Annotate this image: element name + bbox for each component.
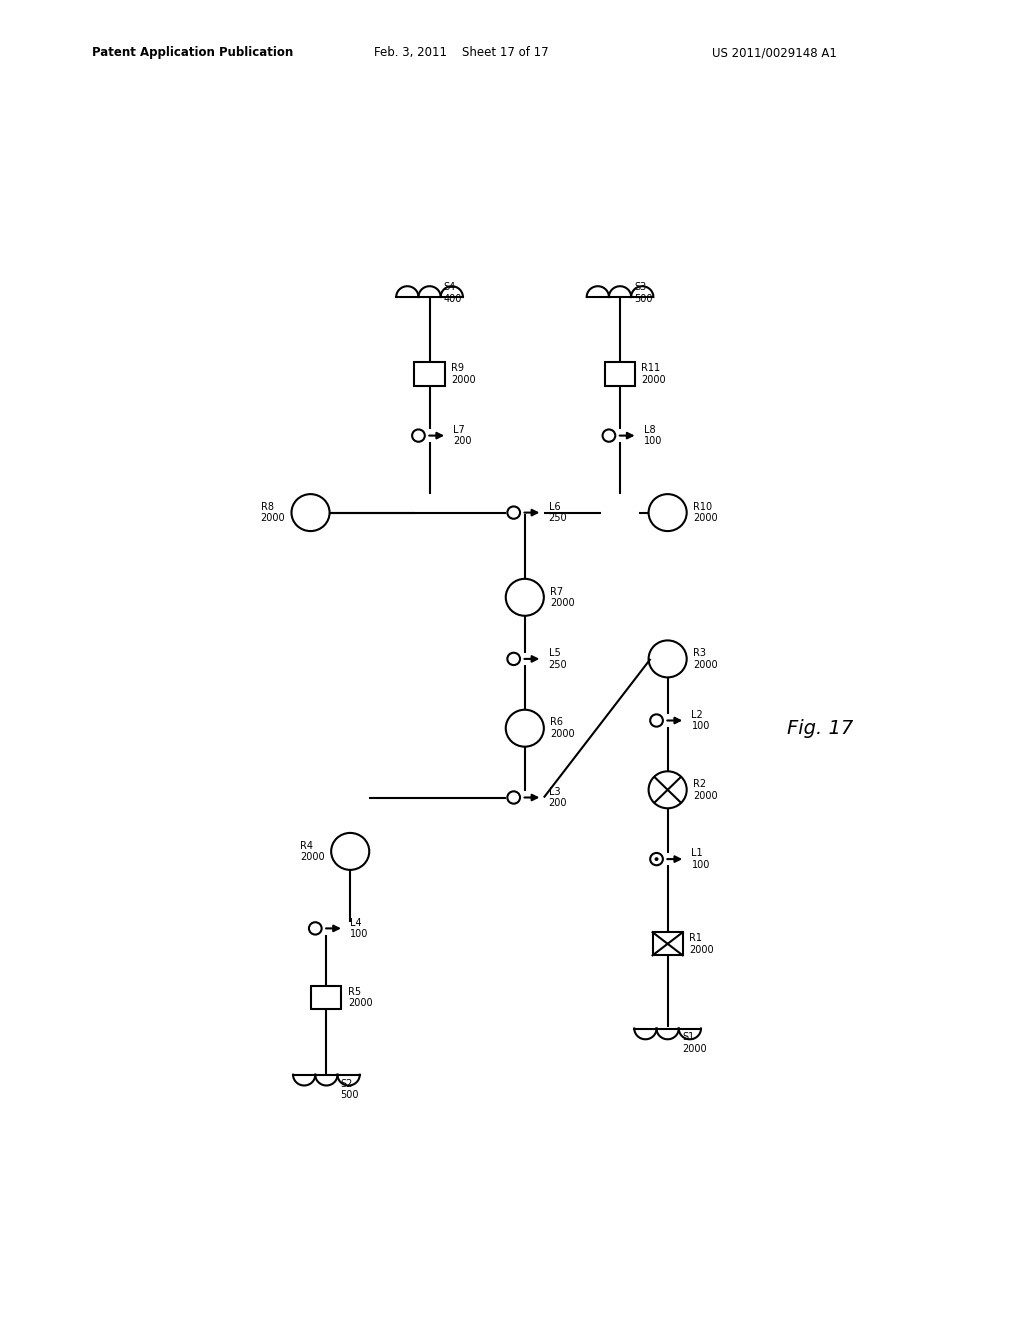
Text: R5
2000: R5 2000: [348, 987, 373, 1008]
Text: S3
500: S3 500: [634, 282, 653, 304]
Text: R6
2000: R6 2000: [550, 717, 574, 739]
Text: US 2011/0029148 A1: US 2011/0029148 A1: [712, 46, 837, 59]
Text: Patent Application Publication: Patent Application Publication: [92, 46, 294, 59]
Text: L5
250: L5 250: [549, 648, 567, 669]
Text: R11
2000: R11 2000: [641, 363, 666, 385]
Circle shape: [654, 857, 658, 861]
Bar: [415, 363, 444, 385]
Text: Fig. 17: Fig. 17: [786, 718, 853, 738]
Bar: [311, 986, 341, 1010]
Text: L8
100: L8 100: [644, 425, 663, 446]
Text: Feb. 3, 2011    Sheet 17 of 17: Feb. 3, 2011 Sheet 17 of 17: [374, 46, 549, 59]
Bar: [605, 363, 635, 385]
Text: S4
400: S4 400: [443, 282, 462, 304]
Text: R3
2000: R3 2000: [693, 648, 718, 669]
Text: R2
2000: R2 2000: [693, 779, 718, 801]
Text: R7
2000: R7 2000: [550, 586, 574, 609]
Text: L3
200: L3 200: [549, 787, 567, 808]
Text: L2
100: L2 100: [691, 710, 710, 731]
Text: S2
500: S2 500: [341, 1078, 359, 1100]
Text: R8
2000: R8 2000: [260, 502, 285, 524]
Text: L1
100: L1 100: [691, 849, 710, 870]
Text: L4
100: L4 100: [350, 917, 369, 940]
Text: R10
2000: R10 2000: [693, 502, 718, 524]
Text: R9
2000: R9 2000: [451, 363, 475, 385]
Bar: [652, 932, 683, 956]
Text: S1
2000: S1 2000: [682, 1032, 707, 1053]
Text: R4
2000: R4 2000: [300, 841, 325, 862]
Text: L6
250: L6 250: [549, 502, 567, 524]
Text: L7
200: L7 200: [454, 425, 472, 446]
Text: R1
2000: R1 2000: [689, 933, 714, 954]
